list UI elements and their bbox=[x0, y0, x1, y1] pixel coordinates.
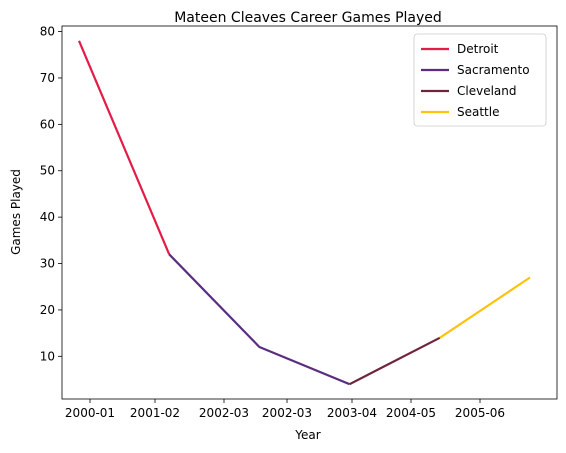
y-axis-title: Games Played bbox=[9, 169, 23, 255]
legend-label-cleveland: Cleveland bbox=[457, 84, 517, 98]
series-line-seattle bbox=[439, 276, 531, 339]
chart-title: Mateen Cleaves Career Games Played bbox=[174, 10, 442, 26]
legend-label-seattle: Seattle bbox=[457, 105, 499, 119]
x-tick-label: 2002-03 bbox=[262, 406, 312, 420]
legend-box bbox=[413, 33, 547, 127]
plot-area-frame bbox=[61, 25, 558, 400]
x-axis: 2000-01 2001-02 2002-03 2002-03 2003-04 2004-… bbox=[65, 399, 505, 420]
chart-legend: Detroit Sacramento Cleveland Seattle bbox=[413, 33, 547, 127]
y-tick-label: 10 bbox=[40, 349, 55, 363]
y-tick-label: 70 bbox=[40, 71, 55, 85]
series-line-detroit bbox=[77, 40, 171, 255]
x-tick-label: 2005-06 bbox=[455, 406, 505, 420]
x-tick-label: 2001-02 bbox=[130, 406, 180, 420]
series-line-cleveland bbox=[349, 336, 441, 386]
y-tick-label: 60 bbox=[40, 117, 55, 131]
y-tick-label: 40 bbox=[40, 210, 55, 224]
x-tick-label: 2004-05 bbox=[386, 406, 436, 420]
y-tick-label: 20 bbox=[40, 303, 55, 317]
x-axis-title: Year bbox=[294, 428, 320, 442]
y-tick-label: 30 bbox=[40, 257, 55, 271]
x-tick-label: 2003-04 bbox=[327, 406, 377, 420]
y-tick-label: 80 bbox=[40, 25, 55, 39]
y-axis: 10 20 30 40 50 60 70 80 bbox=[40, 25, 62, 363]
y-tick-label: 50 bbox=[40, 164, 55, 178]
series-lines bbox=[77, 40, 531, 386]
x-tick-label: 2000-01 bbox=[65, 406, 115, 420]
series-line-sacramento bbox=[168, 253, 351, 386]
legend-label-detroit: Detroit bbox=[457, 42, 499, 56]
legend-label-sacramento: Sacramento bbox=[457, 63, 530, 77]
x-tick-label: 2002-03 bbox=[199, 406, 249, 420]
